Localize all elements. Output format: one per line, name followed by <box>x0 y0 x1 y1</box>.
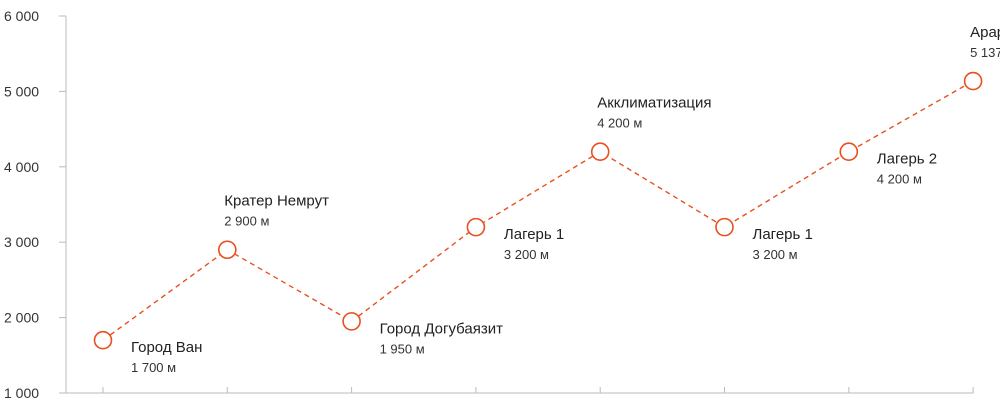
point-name-label: Кратер Немрут <box>224 193 329 210</box>
point-altitude-label: 3 200 м <box>753 247 798 262</box>
point-name-label: Лагерь 1 <box>753 226 813 243</box>
y-tick-label: 1 000 <box>4 385 39 401</box>
point-name-label: Лагерь 2 <box>877 151 937 168</box>
y-tick-label: 4 000 <box>4 159 39 175</box>
y-tick-label: 5 000 <box>4 83 39 99</box>
altitude-series <box>93 71 983 350</box>
data-point-marker <box>342 312 361 331</box>
y-tick-label: 3 000 <box>4 234 39 250</box>
point-name-label: Лагерь 1 <box>504 226 564 243</box>
point-altitude-label: 1 700 м <box>131 360 176 375</box>
y-tick-label: 6 000 <box>4 8 39 24</box>
point-name-label: Арарат <box>970 24 1000 41</box>
data-point-marker <box>93 330 113 350</box>
data-point-marker <box>963 71 983 91</box>
point-altitude-label: 4 200 м <box>877 172 922 187</box>
point-altitude-label: 2 900 м <box>224 214 269 229</box>
point-altitude-label: 4 200 м <box>597 116 642 131</box>
series-line <box>102 80 974 341</box>
data-point-marker <box>839 142 859 162</box>
axes: 1 000 2 000 3 000 4 000 5 000 6 000 <box>4 8 974 401</box>
point-altitude-label: 3 200 м <box>504 247 549 262</box>
point-name-label: Город Догубаязит <box>380 320 504 337</box>
data-point-marker <box>218 240 237 260</box>
point-labels: Город Ван 1 700 м Кратер Немрут 2 900 м Горо… <box>131 24 1000 375</box>
y-tick-label: 2 000 <box>4 310 39 326</box>
point-name-label: Город Ван <box>131 339 202 356</box>
data-point-marker <box>715 217 734 237</box>
data-point-marker <box>466 217 486 237</box>
point-name-label: Акклиматизация <box>597 95 711 112</box>
data-point-marker <box>590 142 610 162</box>
point-altitude-label: 1 950 м <box>380 341 425 356</box>
point-altitude-label: 5 137 м <box>970 45 1000 60</box>
